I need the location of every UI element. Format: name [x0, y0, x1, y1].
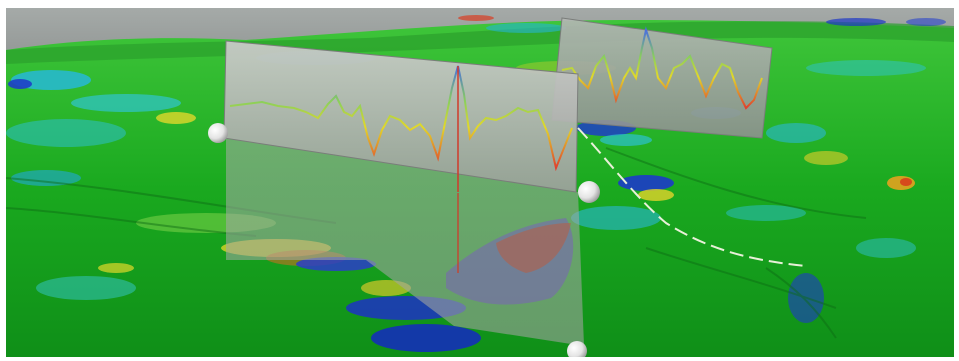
- subsurface-section: [446, 193, 574, 305]
- terrain-scene[interactable]: [6, 8, 954, 357]
- survey-line[interactable]: [577, 127, 807, 267]
- profile-curve-back: [561, 26, 763, 110]
- 3d-viewport[interactable]: [6, 8, 954, 357]
- profile-curve-front: [229, 65, 573, 172]
- profile-panel-front[interactable]: [223, 40, 579, 193]
- handle-left-sphere[interactable]: [208, 123, 228, 143]
- handle-bottom-sphere[interactable]: [567, 341, 587, 357]
- handle-right-sphere[interactable]: [578, 181, 600, 203]
